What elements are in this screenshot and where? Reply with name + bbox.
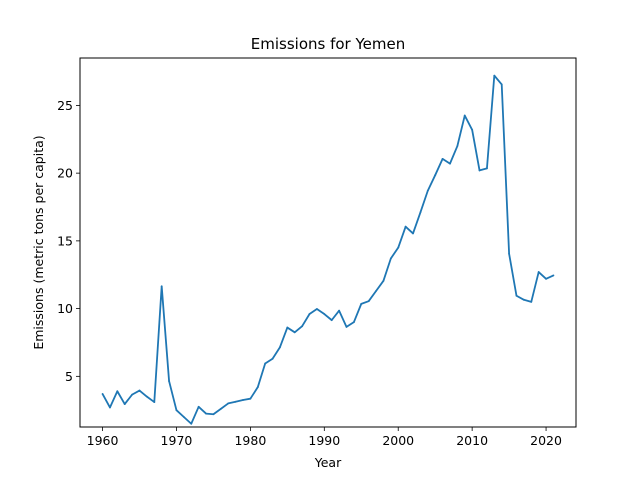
data-point [508, 252, 510, 255]
series-line-0 [101, 74, 554, 425]
x-tick-label: 2020 [530, 433, 562, 448]
x-tick-label: 2000 [382, 433, 414, 448]
data-point [478, 169, 481, 172]
x-axis-label: Year [314, 455, 342, 470]
data-point [123, 403, 126, 406]
data-point [412, 232, 414, 235]
data-point [375, 290, 377, 292]
data-point [545, 277, 547, 280]
data-point [308, 313, 311, 315]
data-point [316, 308, 318, 310]
data-point [486, 167, 488, 170]
y-tick-label: 10 [57, 301, 73, 316]
data-point [212, 413, 215, 416]
data-point [426, 189, 429, 192]
data-point [175, 409, 178, 412]
data-point [537, 271, 540, 273]
data-point [205, 412, 207, 415]
data-point [242, 399, 244, 401]
data-point [160, 285, 163, 288]
data-point [101, 393, 104, 395]
data-point [138, 389, 141, 392]
data-point [352, 321, 355, 324]
axes-frame [79, 57, 577, 428]
data-point [323, 313, 326, 315]
data-point [131, 393, 134, 396]
data-point [116, 390, 119, 393]
x-tick-label: 1960 [87, 433, 119, 448]
data-point [219, 407, 222, 410]
data-point [264, 362, 267, 365]
y-tick-label: 5 [65, 369, 73, 384]
chart-title: Emissions for Yemen [251, 35, 405, 53]
data-point [360, 302, 363, 305]
data-point [441, 158, 444, 160]
data-point [522, 298, 525, 301]
data-point [419, 211, 422, 214]
data-point [389, 257, 392, 260]
data-point [234, 400, 237, 403]
data-point [367, 300, 370, 303]
x-tick-label: 1990 [308, 433, 340, 448]
data-point [345, 325, 348, 328]
y-axis-label: Emissions (metric tons per capita) [31, 135, 46, 349]
data-point [256, 386, 259, 389]
data-point [301, 325, 304, 328]
axis-ticks: 1960 1970 1980 1990 2000 2010 2020 5 10 15 20 25 [57, 98, 562, 448]
data-point [515, 294, 518, 297]
data-point [279, 346, 281, 349]
data-point [197, 405, 200, 408]
data-point [500, 83, 503, 86]
data-point [471, 128, 474, 131]
data-point [456, 145, 459, 147]
data-point [249, 397, 252, 400]
data-point [397, 246, 400, 249]
data-point [227, 402, 230, 405]
data-point [286, 326, 289, 329]
data-point [382, 279, 385, 282]
data-point [404, 225, 407, 228]
data-point [434, 174, 437, 177]
data-point [493, 74, 496, 77]
y-tick-label: 15 [57, 233, 73, 248]
data-point [293, 331, 296, 334]
data-point [330, 319, 333, 322]
data-point [168, 380, 170, 382]
data-point [153, 401, 156, 403]
data-point [338, 309, 340, 312]
data-point [190, 422, 193, 425]
data-point [449, 162, 451, 165]
data-point [271, 357, 274, 360]
data-point [463, 114, 466, 117]
data-point [182, 416, 185, 418]
plot-area [101, 74, 555, 425]
data-point [146, 395, 148, 398]
y-tick-label: 20 [57, 166, 73, 181]
y-tick-label: 25 [57, 98, 73, 113]
x-tick-label: 1970 [161, 433, 193, 448]
data-point [552, 274, 555, 277]
x-tick-label: 1980 [234, 433, 266, 448]
data-point [109, 406, 111, 409]
data-point [530, 300, 533, 303]
x-tick-label: 2010 [456, 433, 488, 448]
